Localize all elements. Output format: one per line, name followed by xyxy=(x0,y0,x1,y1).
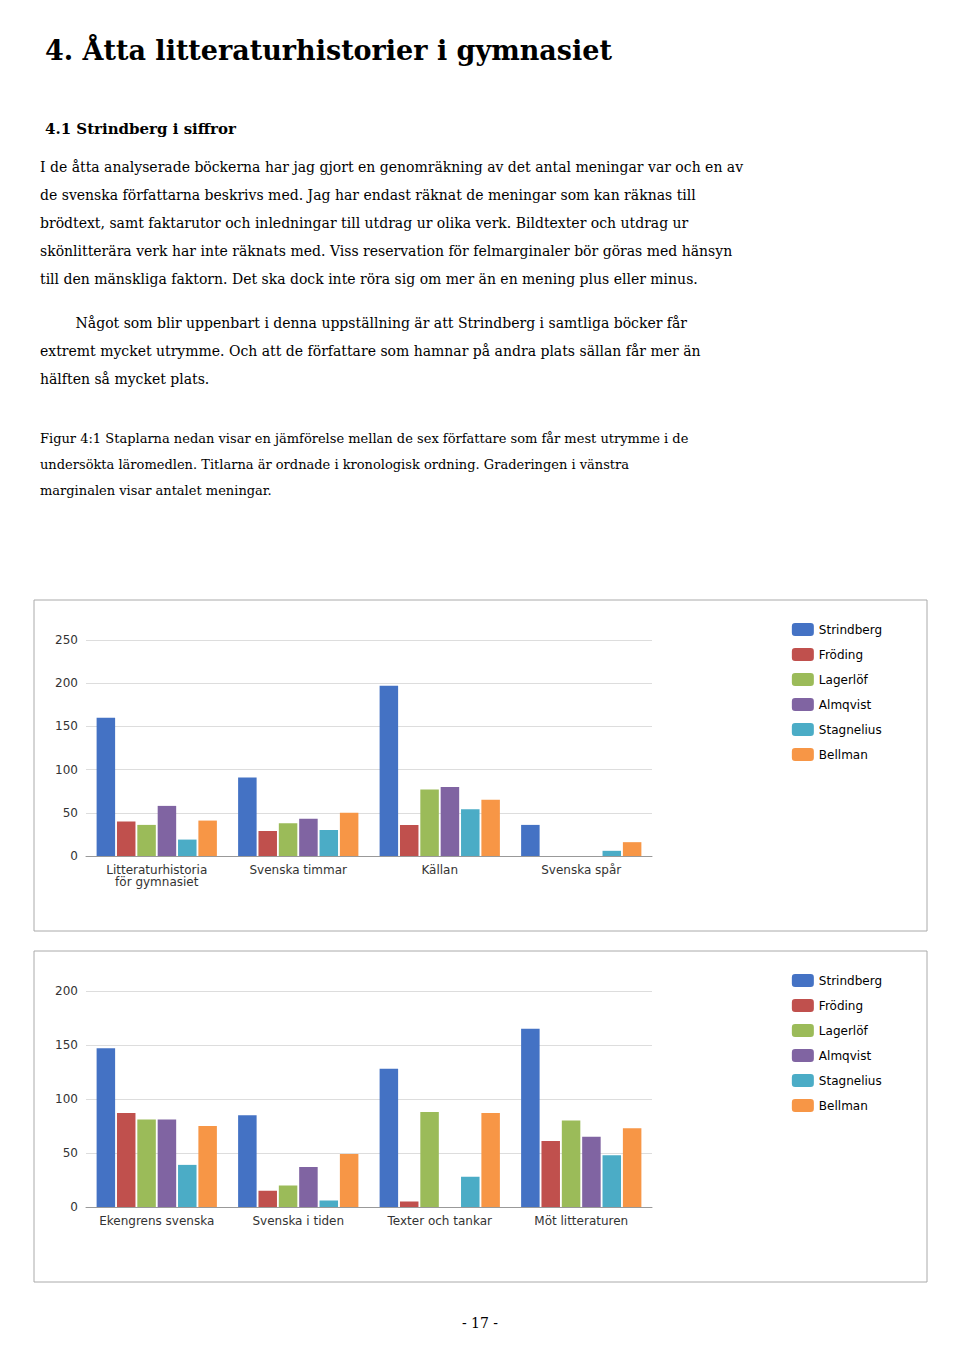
svg-text:Svenska spår: Svenska spår xyxy=(541,863,621,877)
svg-text:100: 100 xyxy=(55,1092,78,1106)
svg-text:undersökta läromedlen. Titlarn: undersökta läromedlen. Titlarna är ordna… xyxy=(40,457,629,472)
svg-text:0: 0 xyxy=(70,849,78,863)
svg-text:brödtext, samt faktarutor och: brödtext, samt faktarutor och inledninga… xyxy=(40,215,689,231)
svg-text:4.1 Strindberg i siffror: 4.1 Strindberg i siffror xyxy=(45,120,237,138)
svg-text:250: 250 xyxy=(55,633,78,647)
svg-text:skönlitterära verk har inte rä: skönlitterära verk har inte räknats med.… xyxy=(40,243,732,259)
svg-text:Möt litteraturen: Möt litteraturen xyxy=(534,1214,628,1228)
svg-text:Något som blir uppenbart i den: Något som blir uppenbart i denna uppstäl… xyxy=(40,315,687,331)
svg-text:Lagerlöf: Lagerlöf xyxy=(819,1024,869,1038)
svg-text:50: 50 xyxy=(63,1146,78,1160)
svg-text:Strindberg: Strindberg xyxy=(819,623,882,637)
svg-text:200: 200 xyxy=(55,984,78,998)
svg-text:Bellman: Bellman xyxy=(819,748,868,762)
svg-text:50: 50 xyxy=(63,806,78,820)
svg-text:- 17 -: - 17 - xyxy=(462,1315,498,1331)
svg-text:Fröding: Fröding xyxy=(819,648,863,662)
svg-text:4. Åtta litteraturhistorier i: 4. Åtta litteraturhistorier i gymnasiet xyxy=(45,33,612,66)
svg-text:Figur 4:1 Staplarna nedan visa: Figur 4:1 Staplarna nedan visar en jämfö… xyxy=(40,431,689,446)
svg-text:200: 200 xyxy=(55,676,78,690)
svg-text:Lagerlöf: Lagerlöf xyxy=(819,673,869,687)
svg-text:Almqvist: Almqvist xyxy=(819,1049,872,1063)
svg-text:Ekengrens svenska: Ekengrens svenska xyxy=(99,1214,214,1228)
svg-text:Stagnelius: Stagnelius xyxy=(819,723,882,737)
svg-text:hälften så mycket plats.: hälften så mycket plats. xyxy=(40,371,209,387)
svg-text:100: 100 xyxy=(55,763,78,777)
svg-text:Fröding: Fröding xyxy=(819,999,863,1013)
svg-text:Bellman: Bellman xyxy=(819,1099,868,1113)
svg-text:Svenska i tiden: Svenska i tiden xyxy=(252,1214,344,1228)
svg-text:för gymnasiet: för gymnasiet xyxy=(115,875,199,889)
svg-text:Almqvist: Almqvist xyxy=(819,698,872,712)
svg-text:extremt mycket utrymme. Och at: extremt mycket utrymme. Och att de förfa… xyxy=(40,343,701,359)
svg-text:150: 150 xyxy=(55,719,78,733)
svg-text:till den mänskliga faktorn. De: till den mänskliga faktorn. Det ska dock… xyxy=(40,271,698,287)
svg-text:Texter och tankar: Texter och tankar xyxy=(387,1214,493,1228)
svg-text:Källan: Källan xyxy=(421,863,458,877)
svg-text:Strindberg: Strindberg xyxy=(819,974,882,988)
svg-text:I de åtta analyserade böckerna: I de åtta analyserade böckerna har jag g… xyxy=(40,159,743,175)
svg-text:marginalen visar antalet menin: marginalen visar antalet meningar. xyxy=(40,483,272,498)
svg-text:Svenska timmar: Svenska timmar xyxy=(249,863,347,877)
svg-text:Stagnelius: Stagnelius xyxy=(819,1074,882,1088)
svg-text:0: 0 xyxy=(70,1200,78,1214)
svg-text:Litteraturhistoria: Litteraturhistoria xyxy=(106,863,208,877)
svg-text:150: 150 xyxy=(55,1038,78,1052)
svg-text:de svenska författarna beskriv: de svenska författarna beskrivs med. Jag… xyxy=(40,187,696,203)
